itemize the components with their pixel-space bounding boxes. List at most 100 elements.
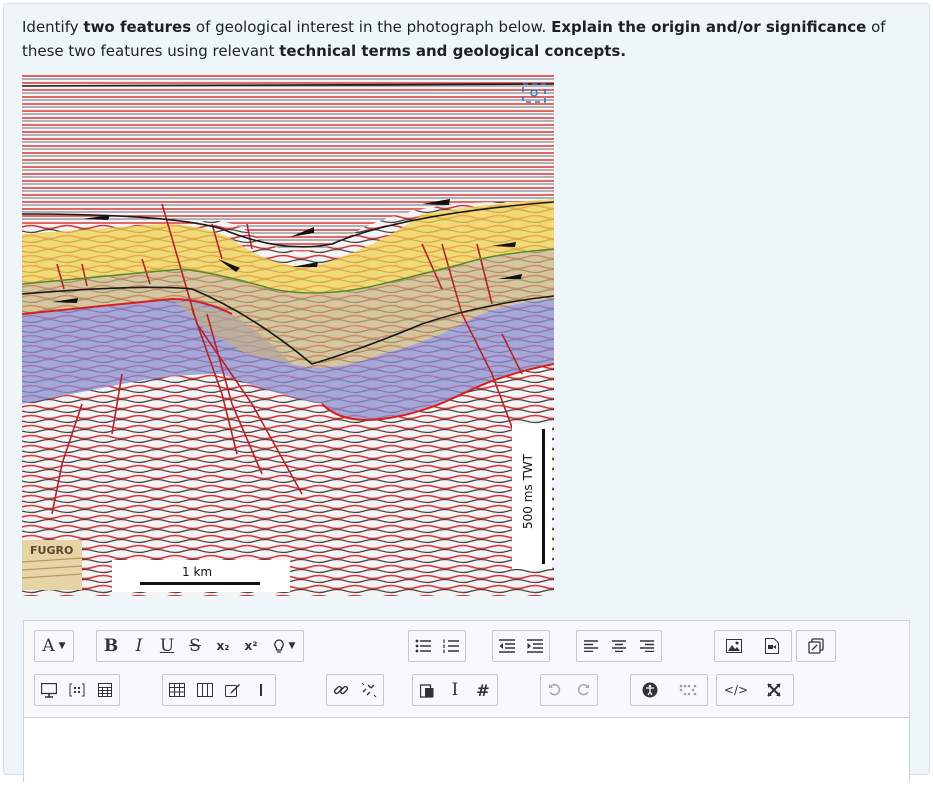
outdent-icon [499, 639, 515, 653]
screen-icon [41, 682, 57, 698]
align-right-icon [640, 640, 654, 652]
accessibility-icon [642, 682, 658, 698]
toolbar-group-basic: B I U S x₂ x² ▼ [96, 630, 304, 662]
manage-files-button[interactable] [797, 631, 835, 661]
special-char-button[interactable]: I [441, 675, 469, 705]
rich-text-editor: A ▼ B I U S x₂ x² ▼ [23, 620, 910, 788]
italic-button[interactable]: I [125, 631, 153, 661]
toolbar-group-align [576, 630, 662, 662]
horizontal-rule-icon [260, 684, 262, 696]
equation-button[interactable] [63, 675, 91, 705]
font-color-button[interactable]: A ▼ [35, 631, 73, 661]
toolbar-group-font: A ▼ [34, 630, 74, 662]
bold-button[interactable]: B [97, 631, 125, 661]
question-emphasis: Explain the origin and/or significance [551, 18, 867, 36]
screen-button[interactable] [35, 675, 63, 705]
unlink-button[interactable] [355, 675, 383, 705]
toolbar-group-tools [34, 674, 120, 706]
twt-label: 500 ms TWT [521, 453, 535, 529]
html-icon: </> [723, 683, 749, 697]
scale-bar [140, 582, 260, 585]
lightbulb-icon [273, 639, 284, 653]
align-left-button[interactable] [577, 631, 605, 661]
question-text: Identify two features of geological inte… [22, 15, 917, 63]
redo-button[interactable] [569, 675, 597, 705]
columns-icon [197, 683, 213, 697]
underline-icon: U [159, 636, 175, 656]
media-button[interactable] [753, 631, 791, 661]
link-button[interactable] [327, 675, 355, 705]
italic-icon: I [135, 636, 143, 656]
undo-button[interactable] [541, 675, 569, 705]
editor-content-area[interactable] [24, 717, 909, 788]
toolbar-group-links [326, 674, 384, 706]
align-right-button[interactable] [633, 631, 661, 661]
toolbar-group-media [714, 630, 792, 662]
image-button[interactable] [715, 631, 753, 661]
align-left-icon [584, 640, 598, 652]
manage-files-icon [808, 638, 824, 654]
columns-button[interactable] [191, 675, 219, 705]
bold-icon: B [103, 636, 119, 656]
unordered-list-button[interactable] [409, 631, 437, 661]
question-text-part: of geological interest in the photograph… [191, 18, 552, 36]
hash-icon: # [476, 680, 490, 700]
superscript-icon: x² [244, 639, 258, 653]
table-icon [169, 683, 185, 697]
table-button[interactable] [163, 675, 191, 705]
accessibility-button[interactable] [631, 675, 669, 705]
link-icon [333, 685, 349, 695]
toolbar-group-table [162, 674, 276, 706]
lightbulb-button[interactable]: ▼ [265, 631, 303, 661]
edit-icon [225, 684, 240, 697]
twt-scale-bar [542, 429, 545, 564]
toolbar-group-code: </> [716, 674, 794, 706]
question-emphasis: technical terms and geological concepts. [279, 42, 627, 60]
braille-button[interactable] [669, 675, 707, 705]
toolbar-group-accessibility [630, 674, 708, 706]
calculator-button[interactable] [91, 675, 119, 705]
toolbar-group-history [540, 674, 598, 706]
subscript-button[interactable]: x₂ [209, 631, 237, 661]
html-button[interactable]: </> [717, 675, 755, 705]
scale-bar-label: 1 km [182, 565, 212, 579]
special-char-icon: I [451, 680, 459, 700]
strikethrough-icon: S [189, 636, 201, 656]
toolbar-group-indent [492, 630, 550, 662]
question-text-part: Identify [22, 18, 84, 36]
seismic-section-image: FUGRO 1 km 500 ms TWT [22, 74, 554, 596]
chevron-down-icon: ▼ [288, 641, 296, 651]
indent-icon [527, 639, 543, 653]
question-emphasis: two features [83, 18, 192, 36]
braille-icon [679, 684, 697, 696]
paste-icon [420, 683, 434, 698]
calculator-icon [98, 683, 112, 697]
question-text-part: of these two features using relevant [22, 18, 886, 60]
font-color-icon: A [42, 636, 55, 656]
fullscreen-button[interactable] [755, 675, 793, 705]
chevron-down-icon: ▼ [58, 641, 66, 651]
fugro-logo: FUGRO [30, 544, 73, 557]
hash-button[interactable]: # [469, 675, 497, 705]
outdent-button[interactable] [493, 631, 521, 661]
fullscreen-icon [767, 683, 781, 697]
indent-button[interactable] [521, 631, 549, 661]
strikethrough-button[interactable]: S [181, 631, 209, 661]
toolbar-group-files [796, 630, 836, 662]
superscript-button[interactable]: x² [237, 631, 265, 661]
unordered-list-icon [415, 639, 431, 653]
ordered-list-button[interactable] [437, 631, 465, 661]
equation-icon [69, 683, 85, 697]
paste-button[interactable] [413, 675, 441, 705]
horizontal-rule-button[interactable] [247, 675, 275, 705]
subscript-icon: x₂ [216, 639, 230, 653]
toolbar-group-lists [408, 630, 466, 662]
focus-target-icon[interactable] [522, 83, 546, 103]
undo-icon [549, 683, 561, 696]
ordered-list-icon [443, 639, 459, 653]
align-center-button[interactable] [605, 631, 633, 661]
underline-button[interactable]: U [153, 631, 181, 661]
align-center-icon [612, 640, 626, 652]
unlink-icon [361, 682, 377, 698]
edit-button[interactable] [219, 675, 247, 705]
